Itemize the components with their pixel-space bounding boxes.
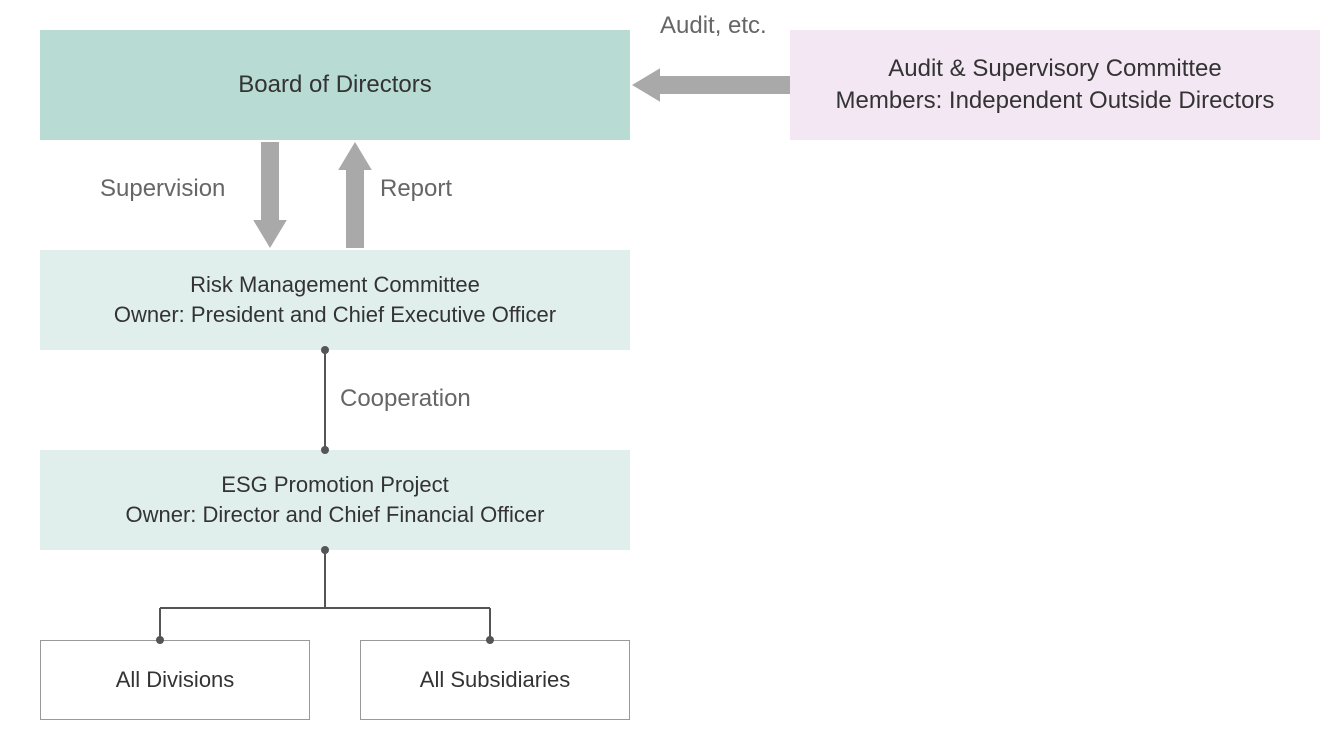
risk-line1: Risk Management Committee — [190, 270, 480, 300]
report-label: Report — [380, 175, 452, 203]
cooperation-label: Cooperation — [340, 385, 471, 413]
risk-line2: Owner: President and Chief Executive Off… — [114, 300, 556, 330]
all-subsidiaries-box: All Subsidiaries — [360, 640, 630, 720]
board-of-directors-box: Board of Directors — [40, 30, 630, 140]
risk-committee-box: Risk Management Committee Owner: Preside… — [40, 250, 630, 350]
esg-line1: ESG Promotion Project — [221, 470, 448, 500]
supervision-label: Supervision — [100, 175, 225, 203]
all-divisions-box: All Divisions — [40, 640, 310, 720]
audit-line1: Audit & Supervisory Committee — [888, 53, 1221, 85]
subsidiaries-line1: All Subsidiaries — [420, 665, 570, 695]
board-line1: Board of Directors — [238, 69, 431, 101]
divisions-line1: All Divisions — [116, 665, 235, 695]
esg-line2: Owner: Director and Chief Financial Offi… — [126, 500, 545, 530]
esg-project-box: ESG Promotion Project Owner: Director an… — [40, 450, 630, 550]
audit-line2: Members: Independent Outside Directors — [836, 85, 1275, 117]
audit-committee-box: Audit & Supervisory Committee Members: I… — [790, 30, 1320, 140]
audit-etc-label: Audit, etc. — [660, 12, 767, 40]
